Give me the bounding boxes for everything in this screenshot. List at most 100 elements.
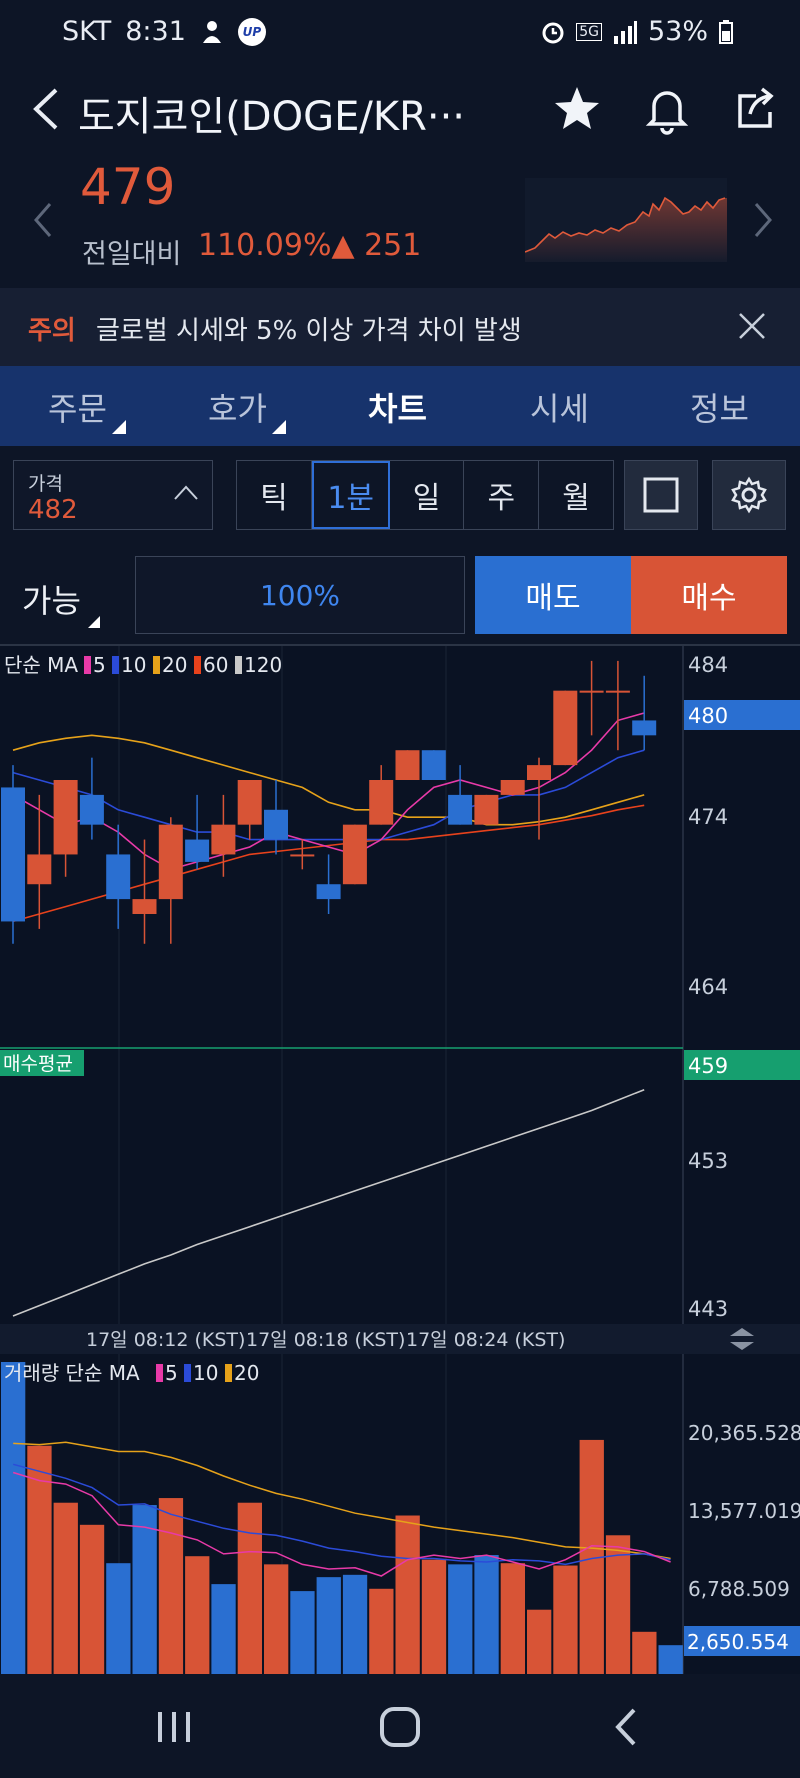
next-coin-icon[interactable]: [748, 200, 778, 240]
volume-bar: [290, 1591, 315, 1676]
volume-bar: [211, 1584, 236, 1676]
avg-value-bg: [684, 1050, 800, 1080]
interval-day[interactable]: 일: [390, 461, 465, 529]
volume-bar: [369, 1588, 394, 1676]
buy-button[interactable]: 매수: [631, 556, 787, 634]
legend-label-1: 10: [121, 653, 146, 677]
candle-body: [264, 809, 288, 840]
candle-body: [237, 780, 262, 825]
back-icon[interactable]: [596, 1702, 656, 1752]
legend-prefix: 단순 MA: [4, 653, 78, 677]
y-tick-453: 453: [688, 1149, 728, 1173]
home-icon[interactable]: [370, 1702, 430, 1752]
avg-value: 459: [688, 1054, 728, 1078]
volume-bar: [553, 1565, 578, 1676]
volume-bar: [500, 1563, 525, 1676]
legend-swatch-1: [112, 656, 119, 674]
vol-tick-3: 6,788.509: [688, 1577, 790, 1601]
interval-week[interactable]: 주: [464, 461, 540, 529]
avg-label: 매수평균: [3, 1053, 73, 1075]
price-y-axis: 484 474 464 453 443: [688, 653, 728, 1321]
vol-tick-1: 20,365.528: [688, 1421, 800, 1445]
percent-select[interactable]: 100%: [135, 556, 465, 634]
vol-tick-2: 13,577.019: [688, 1499, 800, 1523]
price-summary: 479 전일대비 110.09%▲ 251: [0, 150, 800, 280]
candle-body: [553, 690, 578, 766]
volume-bar: [106, 1563, 131, 1676]
tab-orderbook[interactable]: 호가: [208, 390, 267, 428]
candle-body: [79, 794, 104, 825]
avg-label-bg: [0, 1050, 84, 1076]
chart-controls: 가격 482 틱 1분 일 주 월: [0, 446, 800, 546]
candle-body: [342, 824, 367, 885]
price-type-select[interactable]: 가격 482: [13, 460, 213, 530]
candle-body: [158, 824, 183, 900]
legend-label-3: 60: [203, 653, 228, 677]
candle-body: [185, 839, 210, 862]
y-tick-484: 484: [688, 653, 728, 677]
legend-swatch-3: [194, 656, 201, 674]
chevron-up-icon: [174, 485, 198, 500]
candle-body: [369, 780, 394, 825]
volume-bar: [605, 1535, 631, 1676]
candle-chart-svg: 5 10 20 60 120 5 10 20 단순 MA 484 474 464 453 44…: [0, 646, 800, 1676]
legend-label-0: 5: [93, 653, 106, 677]
candle-body: [53, 780, 78, 855]
tab-market[interactable]: 시세: [530, 390, 589, 428]
sell-button[interactable]: 매도: [475, 556, 631, 634]
candle-body: [421, 750, 446, 780]
share-icon[interactable]: [728, 82, 782, 136]
volume-bar: [632, 1631, 657, 1676]
close-icon[interactable]: [732, 306, 772, 346]
volume-bar: [448, 1564, 473, 1676]
clock: 8:31: [125, 16, 186, 47]
gear-icon: [731, 476, 767, 514]
interval-month[interactable]: 월: [562, 481, 590, 516]
interval-tick[interactable]: 틱: [237, 461, 312, 529]
vol-legend-swatch-0: [156, 1364, 163, 1382]
vol-legend-label-0: 5: [165, 1361, 178, 1385]
current-price-tag-bg: [684, 700, 800, 730]
back-arrow-icon[interactable]: [24, 84, 68, 134]
ma120-line: [12, 1088, 645, 1317]
interval-1min[interactable]: 1분: [311, 461, 390, 529]
tab-order-dropdown-icon: [112, 420, 126, 434]
legend-swatch-2: [153, 656, 160, 674]
recent-apps-icon[interactable]: [144, 1702, 204, 1752]
volume-bar: [1, 1362, 26, 1676]
volume-bar: [53, 1502, 78, 1676]
prev-coin-icon[interactable]: [28, 200, 58, 240]
scroll-handle-icon[interactable]: [730, 1328, 754, 1350]
tab-order[interactable]: 주문: [48, 390, 107, 428]
legend-label-4: 120: [244, 653, 282, 677]
star-icon[interactable]: [550, 82, 604, 136]
candle-body: [27, 854, 52, 885]
available-dropdown-icon: [88, 616, 100, 628]
current-price-tag: 480: [688, 704, 728, 728]
fullscreen-button[interactable]: [624, 460, 698, 530]
warning-label: 주의: [28, 316, 76, 346]
volume-bar: [264, 1564, 289, 1676]
time-label-2: 17일 08:18 (KST): [246, 1329, 405, 1351]
order-row: 가능 100% 매도 매수: [0, 546, 800, 646]
legend-swatch-4: [235, 656, 242, 674]
candle-body: [527, 765, 551, 780]
candle-body: [132, 899, 157, 914]
alarm-icon: [542, 22, 564, 43]
chart-area[interactable]: 5 10 20 60 120 5 10 20 단순 MA 484 474 464 453 44…: [0, 644, 800, 1676]
tab-chart[interactable]: 차트: [368, 390, 427, 428]
battery-percent: 53%: [647, 16, 708, 47]
price-type-value: 482: [28, 495, 78, 525]
vol-legend-swatch-1: [184, 1364, 191, 1382]
system-nav-bar: [0, 1674, 800, 1778]
legend-swatch-0: [84, 656, 91, 674]
tab-info[interactable]: 정보: [690, 390, 749, 428]
settings-button[interactable]: [712, 460, 786, 530]
bell-icon[interactable]: [640, 82, 694, 136]
candle-body: [316, 884, 341, 900]
available-select[interactable]: 가능: [22, 582, 81, 620]
carrier-label: SKT: [62, 16, 112, 47]
volume-bar: [27, 1445, 52, 1676]
notification-icon: [202, 20, 221, 43]
warning-text: 글로벌 시세와 5% 이상 가격 차이 발생: [96, 316, 522, 346]
